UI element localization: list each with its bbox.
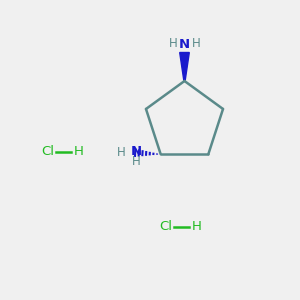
Text: N: N [131,145,142,158]
Text: H: H [192,220,202,233]
Text: Cl: Cl [41,145,54,158]
Text: H: H [117,146,126,159]
Text: H: H [132,155,141,168]
Text: H: H [74,145,83,158]
Text: N: N [179,38,190,51]
Text: Cl: Cl [160,220,172,233]
Text: H: H [191,37,200,50]
Text: H: H [169,37,178,50]
Polygon shape [180,52,189,81]
